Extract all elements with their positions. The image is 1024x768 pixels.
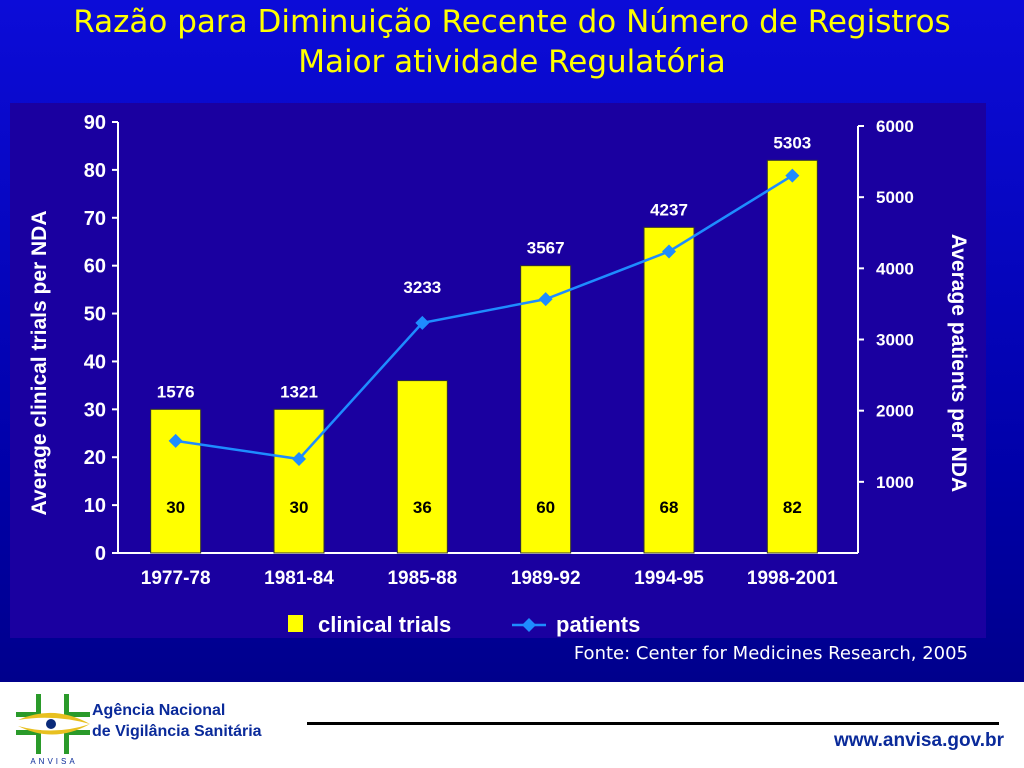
logo-text: ANVISA bbox=[30, 757, 77, 766]
divider bbox=[307, 722, 999, 725]
org-name: Agência Nacional de Vigilância Sanitária bbox=[92, 700, 262, 742]
y2-tick-label: 4000 bbox=[876, 259, 914, 278]
patients-value-label: 1321 bbox=[280, 382, 318, 401]
patients-marker bbox=[538, 292, 553, 307]
bar-value-label: 30 bbox=[290, 498, 309, 517]
y2-tick-label: 3000 bbox=[876, 331, 914, 350]
patients-value-label: 5303 bbox=[773, 133, 811, 152]
patients-marker bbox=[292, 451, 306, 466]
y-tick-label: 30 bbox=[84, 399, 106, 421]
org-name-line1: Agência Nacional bbox=[92, 702, 226, 719]
y-tick-label: 50 bbox=[84, 304, 106, 326]
patients-value-label: 3567 bbox=[527, 239, 565, 258]
bar bbox=[520, 265, 572, 554]
patients-marker bbox=[785, 168, 800, 183]
legend-marker-swatch bbox=[522, 618, 536, 632]
y2-tick-label: 5000 bbox=[876, 188, 914, 207]
x-tick-label: 1989-92 bbox=[511, 568, 581, 589]
patients-marker bbox=[415, 315, 430, 330]
bar-value-label: 60 bbox=[536, 498, 555, 517]
x-tick-label: 1994-95 bbox=[634, 568, 704, 589]
anvisa-logo: ANVISA bbox=[16, 694, 90, 766]
bar-value-label: 68 bbox=[660, 498, 679, 517]
x-tick-label: 1981-84 bbox=[264, 568, 334, 589]
website-link[interactable]: www.anvisa.gov.br bbox=[834, 730, 1004, 751]
patients-line bbox=[175, 174, 793, 461]
y-tick-label: 0 bbox=[95, 543, 106, 565]
bar bbox=[150, 408, 202, 554]
patients-value-label: 3233 bbox=[403, 278, 441, 297]
patients-marker bbox=[662, 244, 676, 259]
y2-tick-label: 2000 bbox=[876, 402, 914, 421]
y-tick-label: 20 bbox=[84, 447, 106, 469]
y2-tick-label: 1000 bbox=[876, 473, 914, 492]
patients-value-label: 1576 bbox=[157, 382, 195, 401]
y-tick-label: 60 bbox=[84, 256, 106, 278]
y-axis-label: Average clinical trials per NDA bbox=[28, 210, 51, 515]
y-tick-label: 70 bbox=[84, 208, 106, 230]
legend-patients: patients bbox=[556, 612, 640, 637]
y2-axis-label: Average patients per NDA bbox=[947, 234, 970, 492]
bar-value-label: 36 bbox=[413, 498, 432, 517]
source-note: Fonte: Center for Medicines Research, 20… bbox=[573, 643, 968, 664]
chart: 0 10 20 30 40 50 60 70 80 90 1000 2000 3000 4000 5000 6… bbox=[28, 112, 970, 637]
y-tick-label: 40 bbox=[84, 351, 106, 373]
bar bbox=[643, 226, 695, 554]
x-tick-label: 1985-88 bbox=[387, 568, 457, 589]
slide-subtitle: Maior atividade Regulatória bbox=[298, 44, 726, 80]
slide-title: Razão para Diminuição Recente do Número … bbox=[73, 4, 951, 40]
org-name-line2: de Vigilância Sanitária bbox=[92, 723, 262, 740]
patients-marker bbox=[168, 433, 183, 448]
y-tick-label: 90 bbox=[84, 112, 106, 134]
y-tick-label: 10 bbox=[84, 495, 106, 517]
y-tick-label: 80 bbox=[84, 160, 106, 182]
footer: ANVISA Agência Nacional de Vigilância Sa… bbox=[0, 682, 1024, 768]
bar-value-label: 30 bbox=[166, 498, 185, 517]
bar bbox=[273, 408, 325, 554]
x-tick-label: 1977-78 bbox=[141, 568, 211, 589]
patients-value-label: 4237 bbox=[650, 200, 688, 219]
bar bbox=[766, 159, 818, 554]
bar bbox=[396, 380, 448, 554]
x-tick-label: 1998-2001 bbox=[747, 568, 838, 589]
legend-bar-swatch bbox=[288, 615, 303, 632]
legend-clinical-trials: clinical trials bbox=[318, 612, 451, 637]
bar-value-label: 82 bbox=[783, 498, 802, 517]
y2-tick-label: 6000 bbox=[876, 117, 914, 136]
